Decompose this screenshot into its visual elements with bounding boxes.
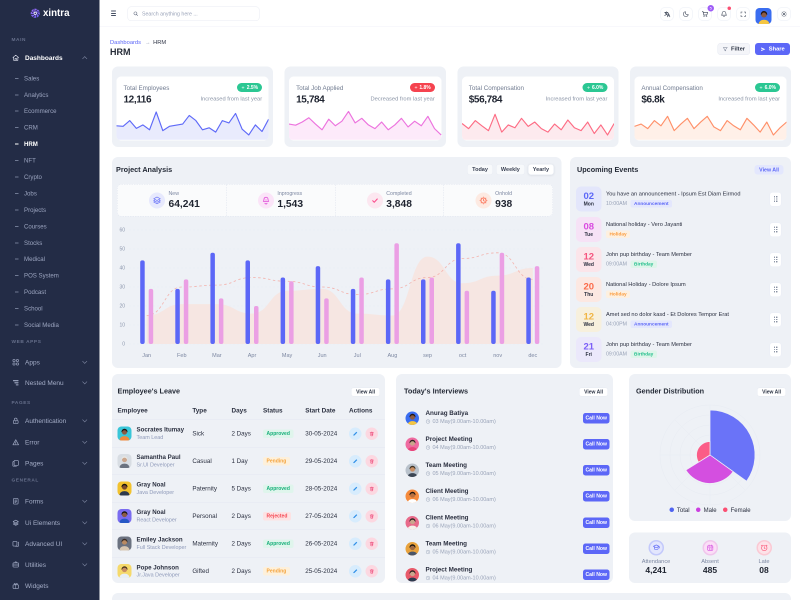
svg-text:dec: dec (528, 353, 537, 359)
svg-text:0: 0 (122, 342, 125, 348)
svg-text:Apr: Apr (248, 353, 257, 359)
svg-text:Jul: Jul (354, 353, 361, 359)
svg-text:Jun: Jun (318, 353, 327, 359)
svg-text:Jan: Jan (142, 353, 151, 359)
svg-text:20: 20 (119, 304, 125, 310)
svg-text:60: 60 (119, 228, 125, 234)
svg-text:Mar: Mar (212, 353, 222, 359)
svg-text:40: 40 (119, 266, 125, 272)
svg-text:sep: sep (423, 353, 432, 359)
svg-text:30: 30 (119, 285, 125, 291)
svg-text:10: 10 (119, 323, 125, 329)
svg-text:nov: nov (493, 353, 502, 359)
svg-text:50: 50 (119, 247, 125, 253)
svg-text:oct: oct (459, 353, 467, 359)
svg-text:Feb: Feb (177, 353, 186, 359)
svg-text:May: May (282, 353, 293, 359)
svg-text:Aug: Aug (388, 353, 398, 359)
